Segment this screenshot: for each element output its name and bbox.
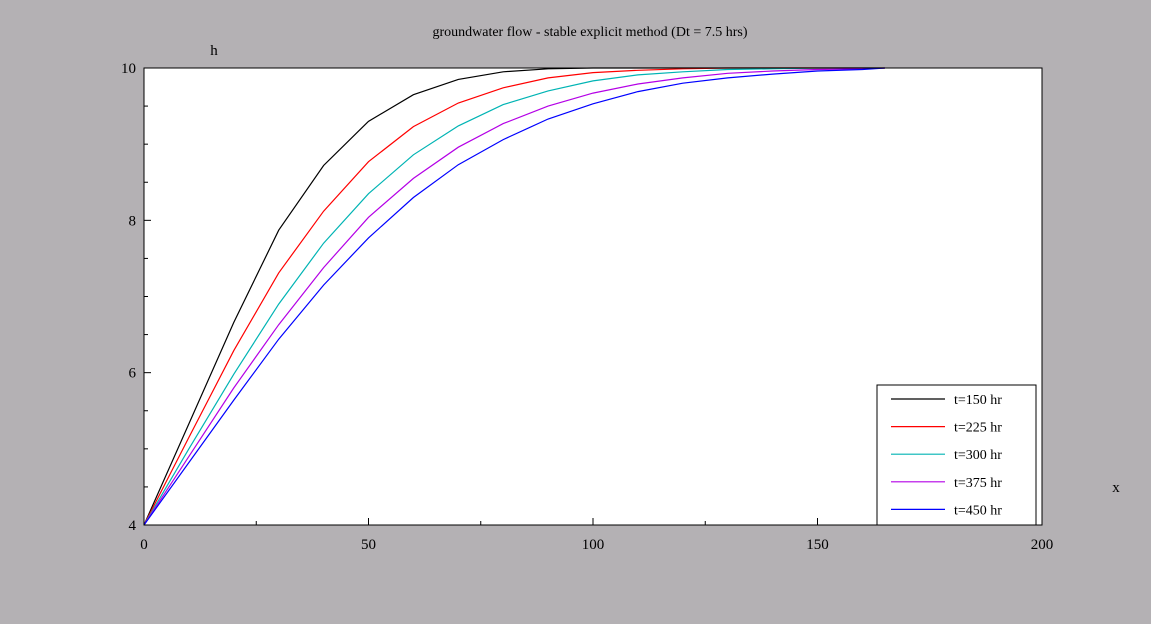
x-tick-label: 100 (582, 537, 605, 553)
y-tick-label: 4 (129, 518, 137, 534)
x-tick-label: 150 (806, 537, 829, 553)
legend-label: t=450 hr (954, 503, 1002, 518)
x-tick-label: 200 (1031, 537, 1054, 553)
y-axis-label: h (210, 43, 218, 59)
legend-label: t=375 hr (954, 476, 1002, 491)
y-tick-label: 8 (129, 213, 137, 229)
series-line-4 (143, 67, 885, 526)
chart-title: groundwater flow - stable explicit metho… (432, 25, 747, 40)
legend-label: t=300 hr (954, 448, 1002, 463)
x-axis-label: x (1112, 480, 1120, 496)
series-line-5 (143, 67, 885, 526)
series-line-3 (143, 67, 885, 526)
x-tick-label: 0 (140, 537, 148, 553)
y-tick-label: 10 (121, 61, 136, 77)
legend: t=150 hr t=225 hr t=300 hr t=375 hr t=450 hr (876, 384, 1037, 526)
legend-label: t=225 hr (954, 421, 1002, 436)
x-tick-label: 50 (361, 537, 376, 553)
y-tick-label: 6 (129, 366, 137, 382)
legend-box (876, 384, 1037, 526)
legend-label: t=150 hr (954, 393, 1002, 408)
axes-layer: 0 50 100 150 200 4 6 8 10 (121, 61, 1053, 553)
